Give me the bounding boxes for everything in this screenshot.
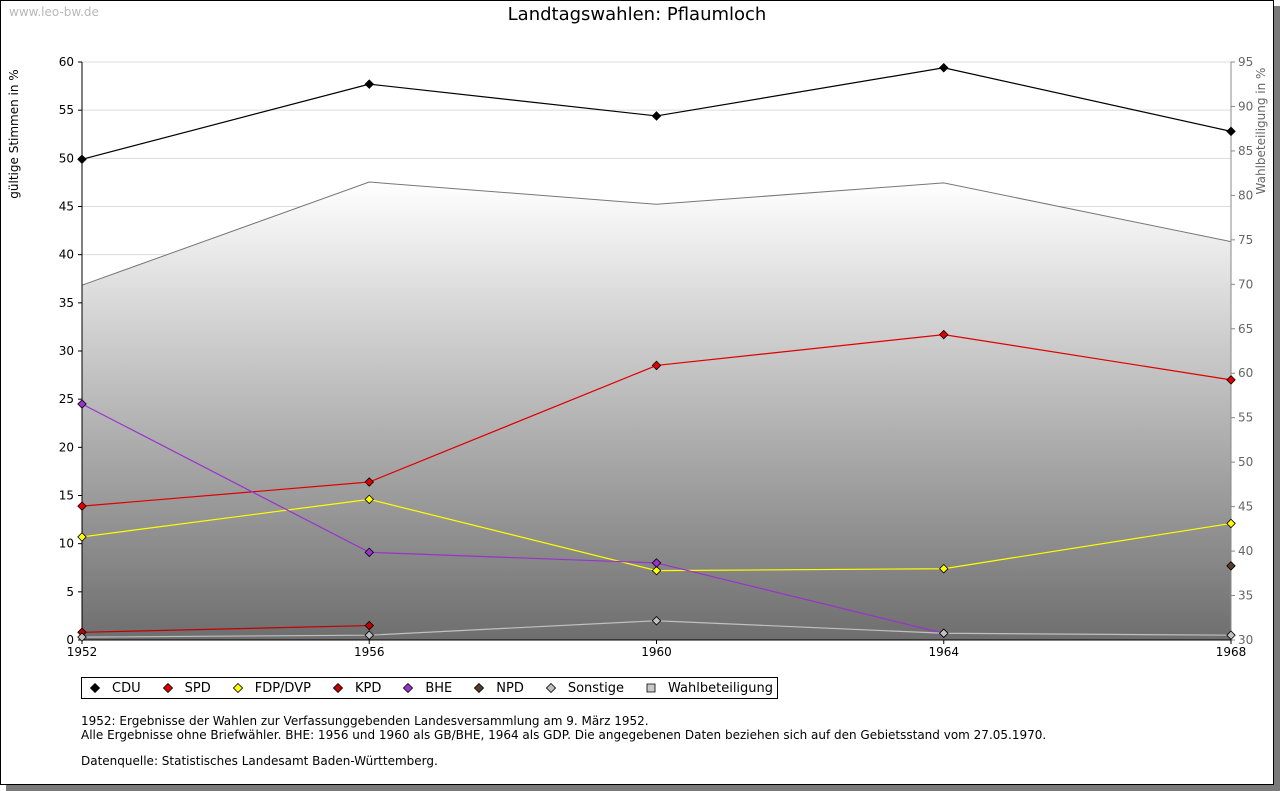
y2-tick-label: 45 bbox=[1238, 500, 1253, 514]
y-tick-label: 40 bbox=[59, 248, 74, 262]
chart-title: Landtagswahlen: Pflaumloch bbox=[507, 4, 767, 25]
y-tick-label: 50 bbox=[59, 151, 74, 165]
area-wahlbeteiligung-edge bbox=[81, 181, 1232, 286]
legend-item-kpd: KPD bbox=[332, 680, 382, 696]
point-fdp-dvp bbox=[651, 565, 662, 576]
y2-tick-label: 75 bbox=[1238, 233, 1253, 247]
legend: CDU SPD FDP/DVP KPD BHE NPD Sonstige Wahlbeteil… bbox=[81, 677, 779, 699]
x-tick-label: 1960 bbox=[641, 645, 672, 659]
point-sonstige bbox=[651, 615, 662, 626]
y2-tick-label: 35 bbox=[1238, 589, 1253, 603]
point-cdu bbox=[1226, 126, 1236, 137]
point-sonstige bbox=[938, 628, 949, 639]
legend-item-bhe: BHE bbox=[403, 681, 452, 696]
point-bhe bbox=[651, 558, 662, 568]
y2-axis-label: Wahlbeteiligung in % bbox=[1254, 68, 1268, 195]
point-spd bbox=[938, 329, 949, 340]
point-fdp-dvp bbox=[1226, 518, 1236, 529]
legend-item-spd: SPD bbox=[162, 680, 211, 696]
x-tick-label: 1956 bbox=[354, 645, 385, 659]
y2-tick-label: 40 bbox=[1238, 544, 1253, 558]
y2-tick-label: 50 bbox=[1238, 455, 1253, 469]
point-cdu bbox=[938, 63, 949, 73]
y-tick-label: 5 bbox=[66, 585, 74, 599]
legend-label: FDP/DVP bbox=[254, 680, 311, 696]
legend-marker-bhe bbox=[403, 683, 414, 693]
y-tick-label: 60 bbox=[59, 55, 74, 69]
point-spd bbox=[77, 501, 87, 511]
data-source: Datenquelle: Statistisches Landesamt Bad… bbox=[81, 754, 438, 768]
legend-marker-kpd bbox=[332, 683, 343, 693]
legend-marker-fdp-dvp bbox=[232, 683, 243, 693]
y2-tick-label: 90 bbox=[1238, 99, 1253, 113]
legend-label: CDU bbox=[112, 680, 141, 696]
legend-marker-npd bbox=[474, 683, 485, 693]
y2-tick-label: 80 bbox=[1238, 188, 1253, 202]
point-cdu bbox=[651, 111, 662, 121]
legend-label: NPD bbox=[496, 680, 524, 696]
footnote-1: 1952: Ergebnisse der Wahlen zur Verfassu… bbox=[81, 714, 649, 728]
point-cdu bbox=[364, 79, 375, 89]
point-kpd bbox=[364, 620, 375, 631]
point-spd bbox=[364, 477, 375, 487]
area-wahlbeteiligung bbox=[82, 182, 1231, 641]
footnote-2: Alle Ergebnisse ohne Briefwähler. BHE: 1… bbox=[81, 728, 1047, 742]
y2-tick-label: 55 bbox=[1238, 411, 1253, 425]
y2-tick-label: 65 bbox=[1238, 322, 1253, 336]
point-cdu bbox=[77, 154, 87, 165]
legend-marker-cdu bbox=[90, 683, 100, 693]
y-axis-label: gültige Stimmen in % bbox=[7, 69, 21, 198]
y2-tick-label: 95 bbox=[1238, 55, 1253, 69]
legend-marker-spd bbox=[162, 683, 173, 693]
point-npd bbox=[1226, 561, 1236, 571]
y-tick-label: 25 bbox=[59, 392, 74, 406]
y2-tick-label: 60 bbox=[1238, 366, 1253, 380]
legend-label: Wahlbeteiligung bbox=[668, 680, 774, 696]
legend-label: SPD bbox=[184, 680, 211, 696]
watermark: www.leo-bw.de bbox=[9, 5, 99, 19]
y-tick-label: 30 bbox=[59, 344, 74, 358]
y-tick-label: 45 bbox=[59, 200, 74, 214]
point-fdp-dvp bbox=[364, 494, 375, 505]
x-tick-label: 1968 bbox=[1216, 645, 1247, 659]
point-fdp-dvp bbox=[938, 563, 949, 574]
legend-item-wahlbeteiligung: Wahlbeteiligung bbox=[646, 681, 773, 696]
point-sonstige bbox=[77, 632, 87, 642]
point-sonstige bbox=[364, 630, 375, 640]
point-bhe bbox=[77, 399, 87, 409]
y2-tick-label: 70 bbox=[1238, 277, 1253, 291]
series-line-bhe bbox=[81, 403, 944, 634]
legend-marker-wahlbeteiligung bbox=[646, 683, 656, 693]
x-tick-label: 1964 bbox=[928, 645, 959, 659]
y2-tick-label: 85 bbox=[1238, 144, 1253, 158]
legend-item-npd: NPD bbox=[474, 681, 524, 696]
point-fdp-dvp bbox=[77, 532, 87, 542]
legend-item-fdp-dvp: FDP/DVP bbox=[232, 680, 311, 696]
point-sonstige bbox=[1226, 630, 1236, 640]
point-spd bbox=[1226, 375, 1236, 385]
legend-label: KPD bbox=[354, 680, 382, 696]
point-spd bbox=[651, 360, 662, 371]
legend-label: Sonstige bbox=[567, 680, 625, 696]
y-tick-label: 35 bbox=[59, 296, 74, 310]
series-line-kpd bbox=[81, 624, 370, 633]
y-tick-label: 55 bbox=[59, 103, 74, 117]
y-tick-label: 10 bbox=[59, 537, 74, 551]
legend-label: BHE bbox=[425, 680, 453, 696]
y-tick-label: 15 bbox=[59, 489, 74, 503]
legend-marker-sonstige bbox=[545, 683, 556, 693]
y2-tick-label: 30 bbox=[1238, 633, 1253, 647]
legend-item-cdu: CDU bbox=[90, 681, 141, 696]
x-tick-label: 1952 bbox=[67, 645, 98, 659]
y-tick-label: 20 bbox=[59, 440, 74, 454]
point-bhe bbox=[364, 547, 375, 558]
legend-item-sonstige: Sonstige bbox=[545, 680, 625, 696]
y-tick-label: 0 bbox=[66, 633, 74, 647]
